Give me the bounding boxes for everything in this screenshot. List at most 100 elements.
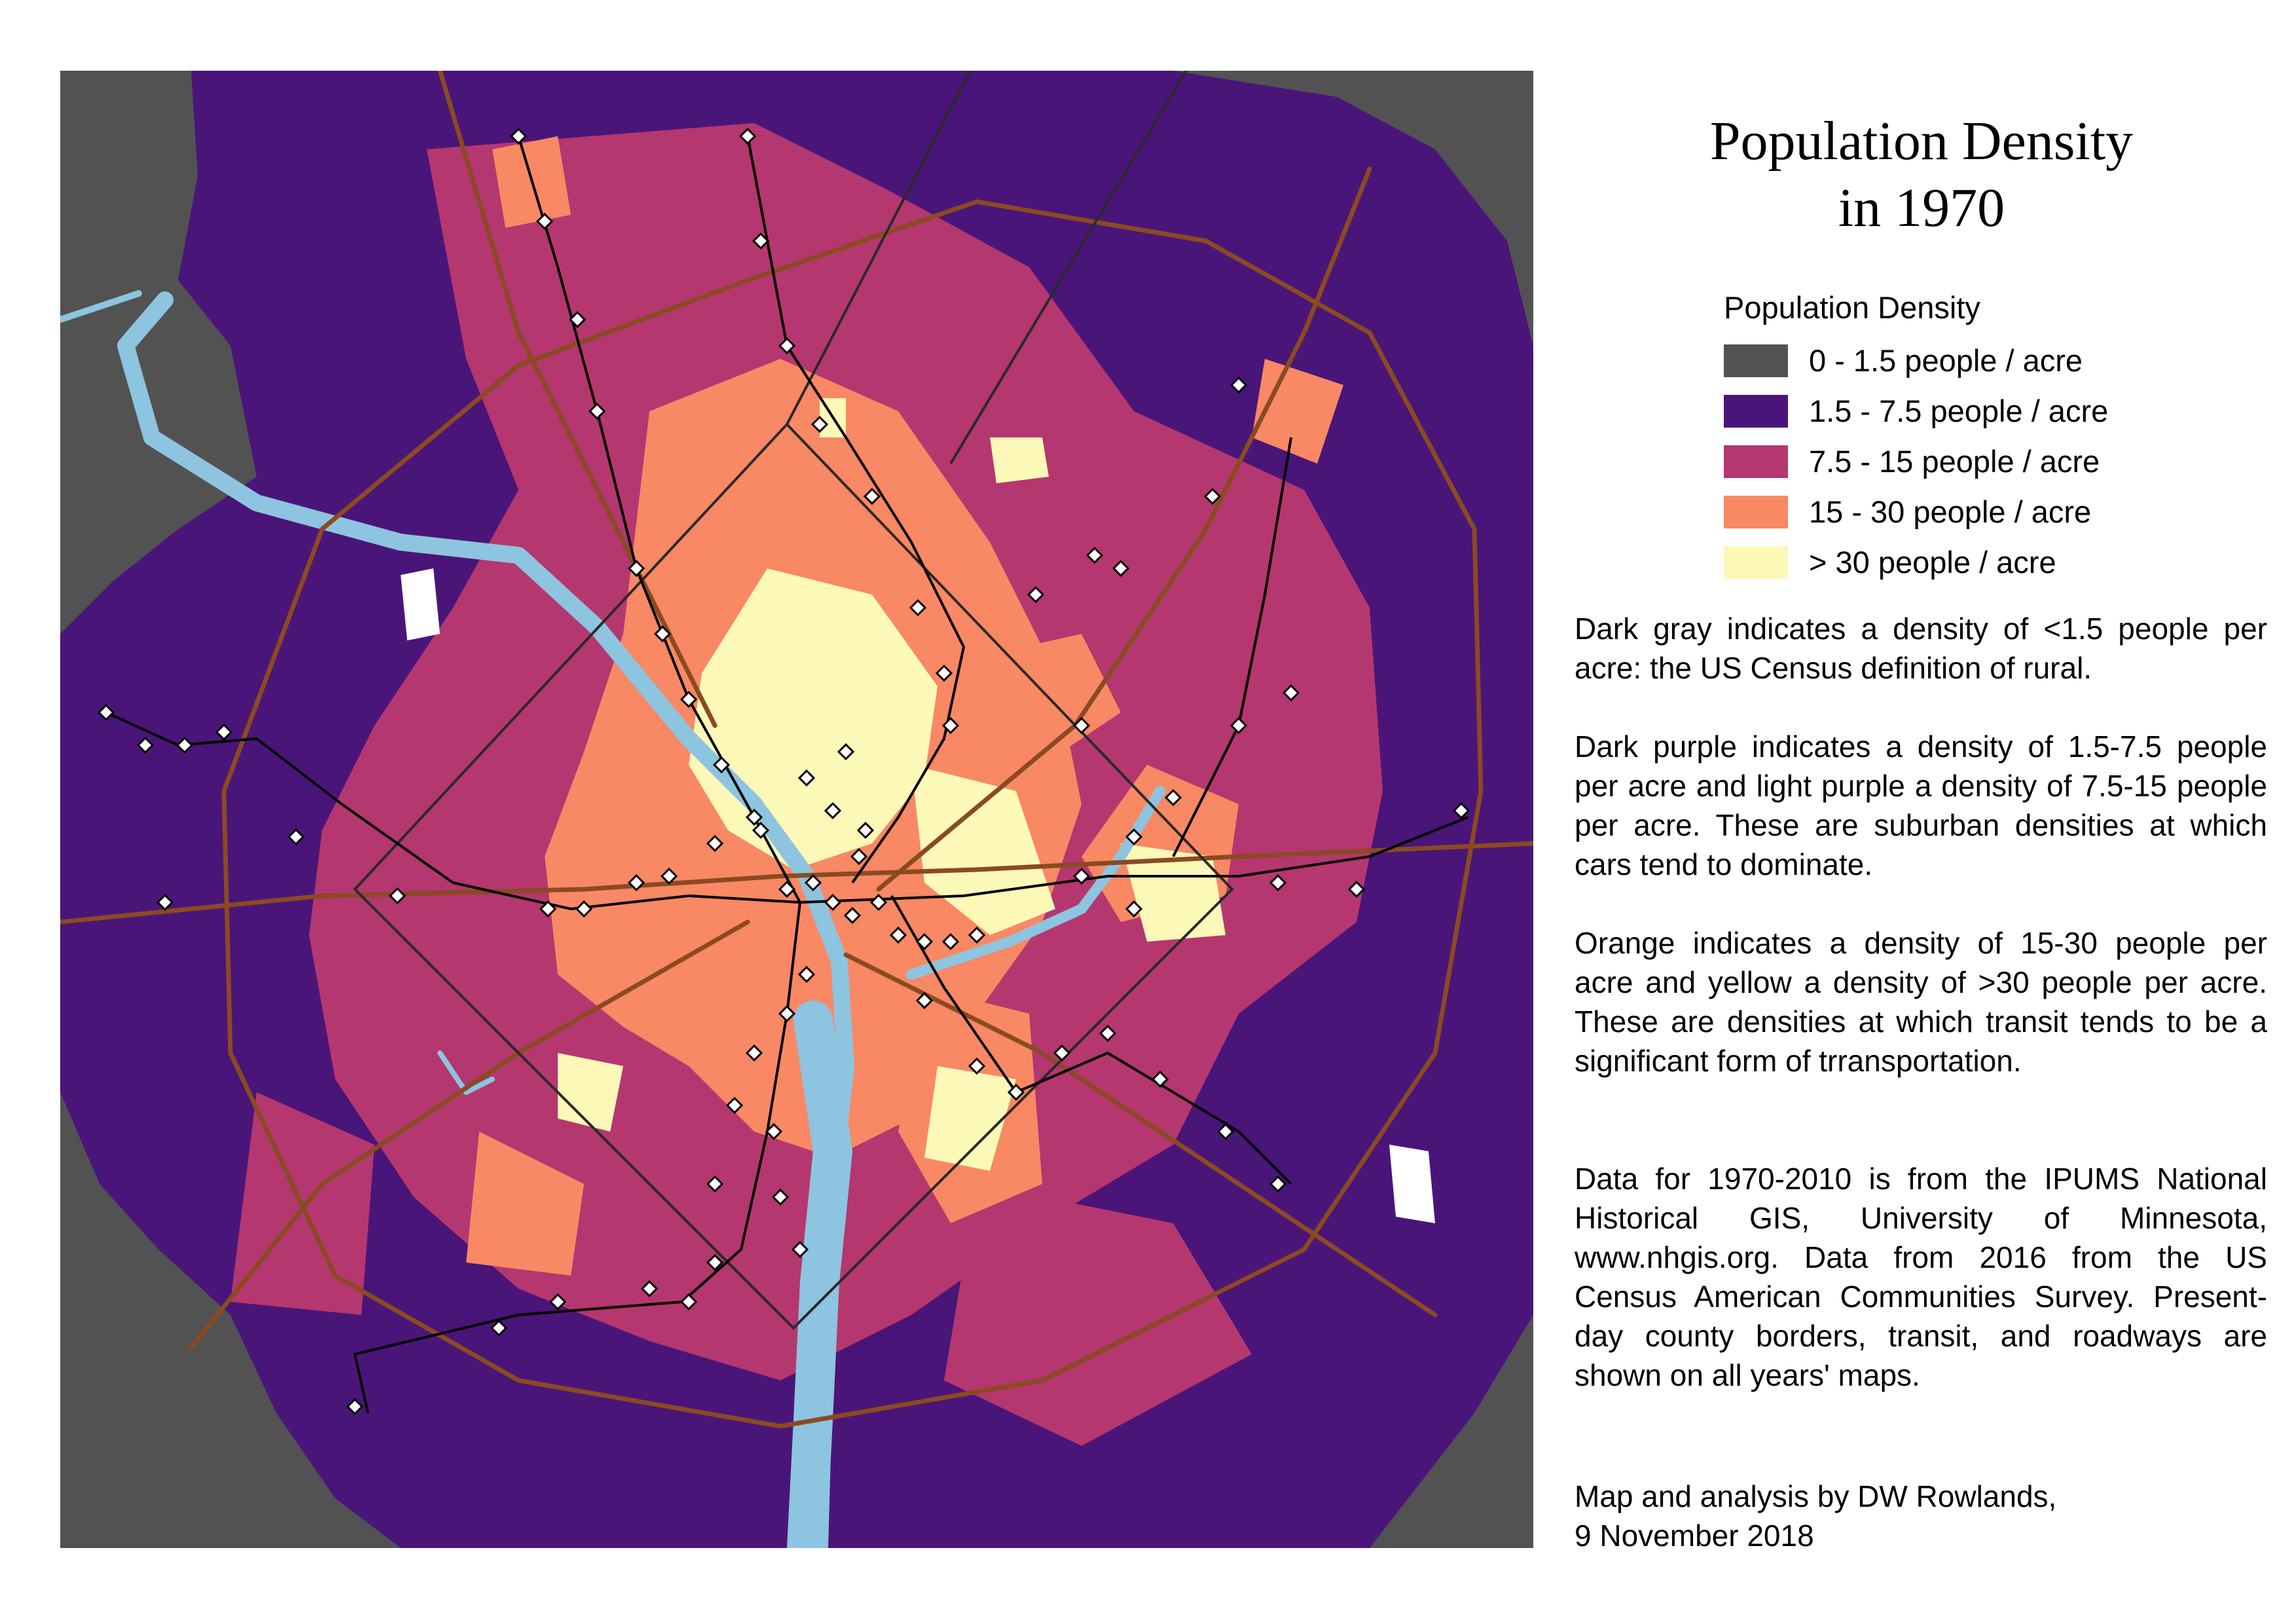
station-marker xyxy=(1269,1175,1287,1193)
station-marker xyxy=(1203,487,1222,506)
map-credit: Map and analysis by DW Rowlands, 9 Novem… xyxy=(1575,1477,2056,1555)
legend-label: 1.5 - 7.5 people / acre xyxy=(1809,394,2109,428)
station-marker xyxy=(509,127,528,145)
station-marker xyxy=(778,337,796,355)
legend-heading: Population Density xyxy=(1724,290,1980,325)
legend-swatch xyxy=(1724,344,1788,377)
station-marker xyxy=(588,402,606,420)
legend-swatch xyxy=(1724,445,1788,478)
no-data-patches xyxy=(401,568,1435,1223)
station-marker xyxy=(1452,802,1470,820)
station-marker xyxy=(804,874,822,892)
station-marker xyxy=(1164,788,1182,807)
map-title-line-2: in 1970 xyxy=(1838,177,2005,238)
station-marker xyxy=(1230,376,1248,394)
station-marker xyxy=(745,1044,763,1062)
station-marker xyxy=(778,880,796,898)
station-marker xyxy=(627,874,646,892)
legend-label: 7.5 - 15 people / acre xyxy=(1809,444,2100,479)
station-marker xyxy=(1007,1083,1025,1101)
station-marker xyxy=(156,893,174,912)
station-marker xyxy=(627,559,646,578)
legend-item-yellow: > 30 people / acre xyxy=(1724,537,2108,587)
station-marker xyxy=(680,690,698,709)
legend-item-rural: 0 - 1.5 people / acre xyxy=(1724,335,2108,386)
note-data-source: Data for 1970-2010 is from the IPUMS Nat… xyxy=(1575,1162,2267,1392)
station-marker xyxy=(909,599,927,617)
station-marker xyxy=(490,1319,508,1337)
station-marker xyxy=(824,893,842,912)
station-marker xyxy=(778,1005,796,1023)
legend-label: 0 - 1.5 people / acre xyxy=(1809,343,2083,378)
note-transit: Orange indicates a density of 15-30 peop… xyxy=(1575,926,2267,1078)
station-marker xyxy=(752,821,770,840)
station-marker xyxy=(725,1096,744,1115)
legend-item-high-suburban: 7.5 - 15 people / acre xyxy=(1724,436,2108,487)
note-rural: Dark gray indicates a density of <1.5 pe… xyxy=(1575,612,2267,685)
station-marker xyxy=(824,802,842,820)
station-marker xyxy=(175,736,194,754)
station-marker xyxy=(968,926,986,944)
station-marker xyxy=(706,1175,724,1193)
station-marker xyxy=(791,1240,809,1259)
station-marker xyxy=(660,867,678,885)
map-title-line-1: Population Density xyxy=(1709,111,2134,172)
station-marker xyxy=(856,821,875,840)
station-marker xyxy=(1072,716,1091,735)
station-marker xyxy=(745,808,763,826)
transit-stations xyxy=(97,127,1470,1416)
station-marker xyxy=(797,965,816,984)
map-title: Population Density in 1970 xyxy=(1571,108,2272,242)
legend-label: 15 - 30 people / acre xyxy=(1809,494,2092,529)
station-marker xyxy=(1269,874,1287,892)
station-marker xyxy=(575,900,593,918)
station-marker xyxy=(388,887,407,905)
density-map xyxy=(60,71,1533,1548)
station-marker xyxy=(889,926,907,944)
station-marker xyxy=(1216,1122,1235,1141)
station-marker xyxy=(869,893,888,912)
station-marker xyxy=(97,703,115,722)
station-marker xyxy=(536,212,554,231)
station-marker xyxy=(850,847,868,866)
legend-item-low-suburban: 1.5 - 7.5 people / acre xyxy=(1724,386,2108,436)
legend-swatch xyxy=(1724,394,1788,428)
station-marker xyxy=(287,828,305,846)
legend-item-orange: 15 - 30 people / acre xyxy=(1724,487,2108,537)
note-suburban: Dark purple indicates a density of 1.5-7… xyxy=(1575,729,2267,881)
station-marker xyxy=(1282,684,1300,702)
station-marker xyxy=(1053,1044,1071,1062)
station-marker xyxy=(935,664,953,682)
station-marker xyxy=(1085,546,1104,564)
station-marker xyxy=(1125,900,1143,918)
station-marker xyxy=(1072,867,1091,885)
legend-swatch xyxy=(1724,545,1788,579)
station-marker xyxy=(915,932,934,951)
station-marker xyxy=(653,625,672,643)
highways xyxy=(60,71,1533,1429)
station-marker xyxy=(765,1122,783,1141)
station-marker xyxy=(680,1293,698,1311)
station-marker xyxy=(811,415,829,434)
station-marker xyxy=(752,232,770,250)
station-marker xyxy=(863,487,881,506)
station-marker xyxy=(1099,1024,1117,1043)
potomac-river xyxy=(60,290,1165,1548)
station-marker xyxy=(738,127,757,145)
station-marker xyxy=(1125,828,1143,846)
legend-label: > 30 people / acre xyxy=(1809,545,2056,580)
station-marker xyxy=(549,1293,567,1311)
station-marker xyxy=(712,756,731,774)
station-marker xyxy=(1347,880,1366,898)
station-marker xyxy=(797,769,816,787)
station-marker xyxy=(915,991,934,1010)
county-borders xyxy=(353,71,1234,1330)
station-marker xyxy=(837,743,855,761)
station-marker xyxy=(1151,1070,1169,1088)
legend: Population Density 0 - 1.5 people / acre… xyxy=(1724,288,2108,587)
station-marker xyxy=(706,1253,724,1272)
legend-swatch xyxy=(1724,495,1788,528)
station-marker xyxy=(539,900,557,918)
station-marker xyxy=(346,1397,364,1416)
station-marker xyxy=(968,1057,986,1075)
